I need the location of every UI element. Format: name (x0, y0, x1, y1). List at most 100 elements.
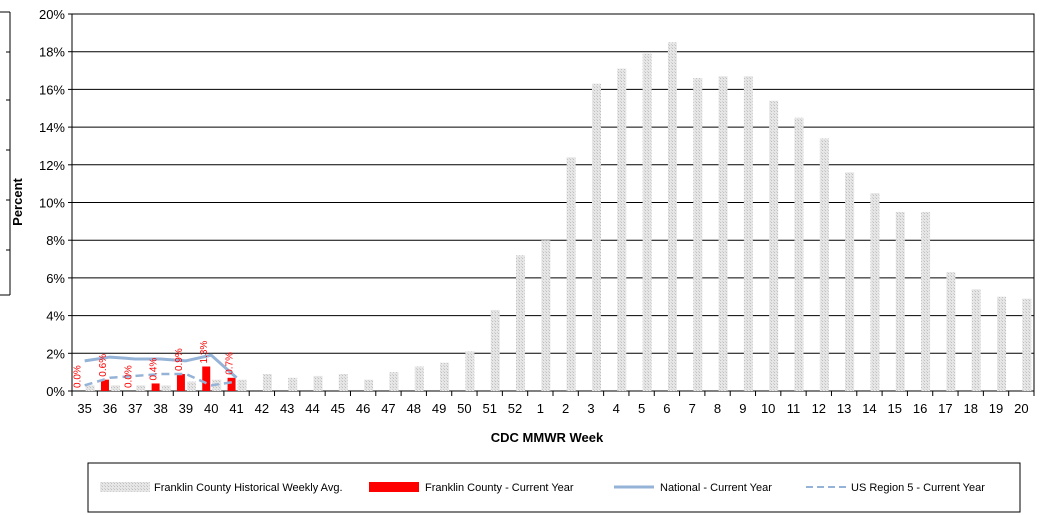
y-tick-label: 14% (39, 120, 65, 135)
x-tick-label: 43 (280, 401, 294, 416)
historical-bar (819, 138, 829, 391)
current-year-data-label: 0.9% (174, 348, 185, 371)
x-axis-title: CDC MMWR Week (491, 430, 604, 445)
historical-bar (667, 42, 677, 392)
historical-bar (566, 157, 576, 391)
historical-bar (364, 379, 374, 391)
x-tick-label: 5 (638, 401, 645, 416)
current-year-bar (151, 383, 160, 391)
legend-item-historical: Franklin County Historical Weekly Avg. (100, 482, 343, 494)
historical-bar (516, 255, 526, 391)
historical-bar (718, 76, 728, 391)
current-year-bars (100, 366, 236, 391)
legend-swatch-historical (100, 482, 150, 492)
legend-label-national: National - Current Year (660, 482, 772, 494)
legend-label-historical: Franklin County Historical Weekly Avg. (154, 482, 343, 494)
historical-bar (161, 385, 171, 391)
x-axis: 35 36 37 38 39 40 41 42 43 44 45 46 47 48 49 50 51 52 1 2 3 4… (71, 391, 1035, 416)
historical-bar (1022, 298, 1032, 391)
x-tick-label: 51 (482, 401, 496, 416)
x-tick-label: 1 (537, 401, 544, 416)
current-year-bar (227, 377, 236, 391)
x-tick-label: 4 (613, 401, 620, 416)
historical-bar (237, 379, 247, 391)
national-line (84, 353, 238, 379)
x-tick-label: 38 (153, 401, 167, 416)
historical-bar (136, 385, 146, 391)
legend-label-region5: US Region 5 - Current Year (851, 482, 985, 494)
y-tick-label: 4% (46, 309, 65, 324)
current-year-bar (100, 379, 109, 391)
x-tick-label: 2 (562, 401, 569, 416)
x-tick-label: 6 (663, 401, 670, 416)
historical-bar (769, 100, 779, 392)
x-tick-label: 3 (587, 401, 594, 416)
x-tick-label: 13 (837, 401, 851, 416)
x-tick-label: 47 (381, 401, 395, 416)
left-edge-fragment (0, 11, 11, 296)
historical-bar (642, 53, 652, 392)
x-tick-label: 7 (689, 401, 696, 416)
historical-bar (693, 78, 703, 391)
y-tick-label: 0% (46, 384, 65, 399)
x-tick-label: 44 (305, 401, 319, 416)
historical-bars (85, 42, 1032, 392)
x-tick-label: 10 (761, 401, 775, 416)
y-tick-label: 6% (46, 271, 65, 286)
x-tick-label: 15 (888, 401, 902, 416)
historical-bar (389, 372, 399, 391)
legend-swatch-current (369, 482, 419, 492)
x-tick-label: 42 (255, 401, 269, 416)
x-tick-label: 16 (913, 401, 927, 416)
historical-bar (743, 76, 753, 391)
x-tick-label: 50 (457, 401, 471, 416)
x-tick-label: 39 (179, 401, 193, 416)
historical-bar (541, 240, 551, 391)
x-tick-label: 17 (938, 401, 952, 416)
historical-bar (440, 362, 450, 391)
x-tick-label: 36 (103, 401, 117, 416)
y-tick-label: 20% (39, 7, 65, 22)
current-year-data-label: 0.7% (225, 352, 236, 375)
legend-item-national: National - Current Year (614, 482, 772, 494)
y-tick-label: 10% (39, 196, 65, 211)
x-tick-label: 35 (77, 401, 91, 416)
y-tick-label: 16% (39, 82, 65, 97)
historical-bar (288, 377, 298, 391)
x-tick-label: 52 (508, 401, 522, 416)
legend-label-current: Franklin County - Current Year (425, 482, 574, 494)
y-tick-label: 8% (46, 233, 65, 248)
region5-line (84, 372, 237, 387)
historical-bar (414, 366, 424, 391)
current-year-data-label: 0.0% (73, 365, 84, 388)
x-tick-label: 45 (331, 401, 345, 416)
historical-bar (921, 211, 931, 391)
legend: Franklin County Historical Weekly Avg. F… (87, 462, 1021, 513)
y-axis-title: Percent (10, 177, 25, 225)
current-year-bar (202, 366, 211, 391)
historical-bar (997, 296, 1007, 391)
current-year-data-label: 0.0% (123, 365, 134, 388)
historical-bar (85, 385, 95, 391)
historical-bar (971, 289, 981, 391)
historical-bar (465, 351, 475, 391)
historical-bar (186, 381, 196, 391)
x-tick-label: 18 (963, 401, 977, 416)
x-tick-label: 37 (128, 401, 142, 416)
x-tick-label: 14 (862, 401, 876, 416)
x-tick-label: 40 (204, 401, 218, 416)
historical-bar (617, 68, 627, 391)
historical-bar (845, 172, 855, 391)
x-tick-label: 12 (812, 401, 826, 416)
y-axis: 0% 2% 4% 6% 8% 10% 12% 14% 16% 18% 20% (39, 7, 72, 399)
current-year-data-label: 0.4% (149, 358, 160, 381)
current-year-data-label: 0.6% (98, 354, 109, 377)
current-year-data-label: 1.3% (199, 341, 210, 364)
legend-item-current: Franklin County - Current Year (369, 482, 574, 494)
x-tick-label: 11 (787, 401, 801, 416)
x-tick-label: 8 (714, 401, 721, 416)
y-tick-label: 12% (39, 158, 65, 173)
data-labels: 0.0% 0.6% 0.0% 0.4% 0.9% 1.3% 0.7% (73, 341, 236, 388)
y-tick-label: 18% (39, 45, 65, 60)
